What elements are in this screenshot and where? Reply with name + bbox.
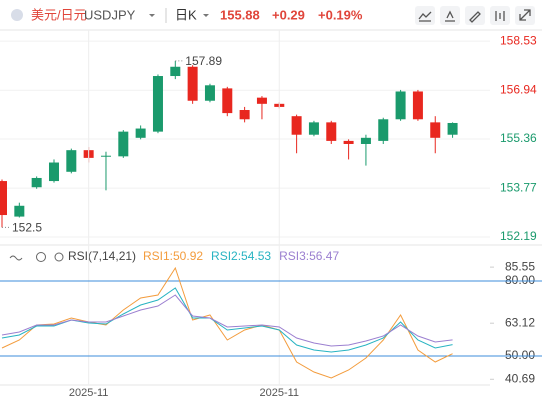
candle-body xyxy=(239,110,250,120)
candle-body xyxy=(256,97,267,104)
candle-body xyxy=(31,177,42,188)
icon xyxy=(495,11,505,21)
candle-body xyxy=(204,85,215,101)
icon xyxy=(519,9,531,21)
y-tick-label: 63.12 xyxy=(505,315,535,329)
indicator-title: RSI(7,14,21) xyxy=(68,249,136,263)
rsi-line xyxy=(1,294,453,347)
dropdown-arrow[interactable] xyxy=(149,14,155,17)
candle-body xyxy=(343,140,354,144)
price: 155.88 xyxy=(220,7,260,22)
candle-body xyxy=(0,181,7,216)
candle-body xyxy=(66,150,77,172)
candle-body xyxy=(135,128,146,138)
y-tick-label: 85.55 xyxy=(505,259,535,273)
dropdown-arrow[interactable] xyxy=(203,14,209,17)
y-tick-label: 40.69 xyxy=(505,371,535,385)
y-tick-label: 50.00 xyxy=(505,348,535,362)
y-tick-label: 80.00 xyxy=(505,273,535,287)
change: +0.29 xyxy=(272,7,305,22)
candle-body xyxy=(308,122,319,135)
legend-entry: RSI1:50.92 xyxy=(143,249,203,263)
collapse-icon[interactable] xyxy=(9,255,23,261)
candle-body xyxy=(100,155,111,157)
change-pct: +0.19% xyxy=(318,7,363,22)
candle-body xyxy=(222,88,233,114)
period[interactable]: 日K xyxy=(175,7,197,22)
high-annotation: 157.89 xyxy=(185,54,222,68)
candle-body xyxy=(14,205,25,217)
tool-button[interactable] xyxy=(440,6,460,25)
candle-body xyxy=(447,122,458,135)
legend-entry: RSI2:54.53 xyxy=(211,249,271,263)
candle-body xyxy=(326,122,337,141)
y-tick-label: 153.77 xyxy=(500,180,537,194)
x-tick-label: 2025-11 xyxy=(69,387,109,399)
candles xyxy=(0,60,458,228)
candle-body xyxy=(291,116,302,135)
pair-name[interactable]: 美元/日元 xyxy=(31,7,87,22)
candle-body xyxy=(118,131,129,157)
symbol[interactable]: USDJPY xyxy=(84,7,136,22)
candle-body xyxy=(360,137,371,144)
y-tick-label: 155.36 xyxy=(500,131,537,145)
candle-body xyxy=(48,162,59,182)
candle-body xyxy=(395,91,406,120)
icon xyxy=(418,11,432,22)
x-tick-label: 2025-11 xyxy=(259,387,299,399)
candle-body xyxy=(170,66,181,77)
flag-icon xyxy=(11,9,23,21)
candle-body xyxy=(430,122,441,138)
y-tick-label: 158.53 xyxy=(500,33,537,47)
icon xyxy=(445,10,455,22)
candle-body xyxy=(152,76,163,132)
legend-entry: RSI3:56.47 xyxy=(279,249,339,263)
y-tick-label: 152.19 xyxy=(500,229,537,243)
candle-body xyxy=(378,119,389,141)
settings-icon[interactable] xyxy=(36,252,46,262)
candle-body xyxy=(412,91,423,120)
icon xyxy=(469,11,481,23)
rsi-line xyxy=(1,266,453,379)
low-annotation: 152.5 xyxy=(12,221,42,235)
eye-icon[interactable] xyxy=(54,252,64,262)
y-tick-label: 156.94 xyxy=(500,82,537,96)
candle-body xyxy=(187,66,198,101)
tool-icons xyxy=(418,9,531,23)
